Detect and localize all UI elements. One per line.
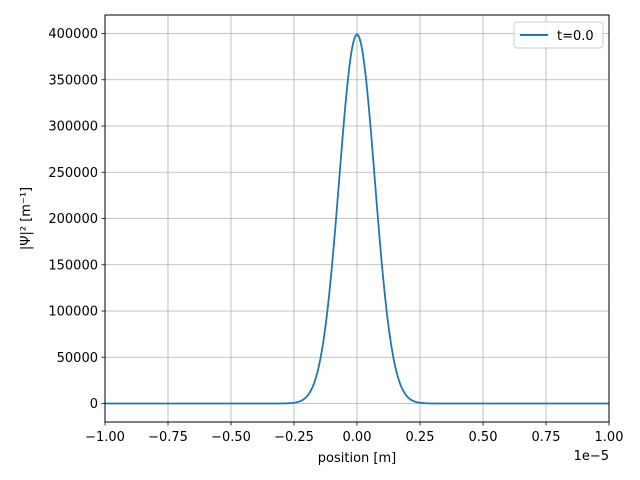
x-tick-label: 1.00	[595, 430, 624, 445]
y-tick-label: 100000	[48, 305, 98, 320]
x-tick-label: −0.25	[274, 430, 314, 445]
y-tick-label: 350000	[48, 73, 98, 88]
x-axis-offset-label: 1e−5	[574, 449, 609, 464]
y-tick-label: 50000	[57, 351, 98, 366]
y-tick-label: 300000	[48, 120, 98, 135]
y-tick-label: 250000	[48, 166, 98, 181]
x-tick-label: 0.50	[469, 430, 498, 445]
x-tick-label: −1.00	[85, 430, 125, 445]
y-tick-label: 200000	[48, 212, 98, 227]
legend-entry-label: t=0.0	[557, 29, 594, 44]
x-axis-ticks: −1.00 −0.75 −0.50 −0.25 0.00 0.25 0.50 0.75 1.00	[85, 422, 623, 445]
x-tick-label: −0.50	[211, 430, 251, 445]
x-tick-label: −0.75	[148, 430, 188, 445]
x-tick-label: 0.25	[406, 430, 435, 445]
y-tick-label: 0	[90, 397, 98, 412]
x-tick-label: 0.00	[343, 430, 372, 445]
legend: t=0.0	[513, 21, 604, 49]
y-axis-ticks: 0 50000 100000 150000 200000 250000 300000 3500…	[48, 27, 105, 412]
plot-area	[105, 33, 609, 405]
grid-lines	[104, 15, 610, 422]
legend-box	[513, 21, 604, 49]
y-tick-label: 150000	[48, 258, 98, 273]
series-line	[105, 33, 609, 405]
y-axis-label: |Ψ|² [m⁻¹]	[19, 187, 34, 250]
x-axis-label: position [m]	[318, 451, 396, 466]
y-tick-label: 400000	[48, 27, 98, 42]
x-tick-label: 0.75	[532, 430, 561, 445]
